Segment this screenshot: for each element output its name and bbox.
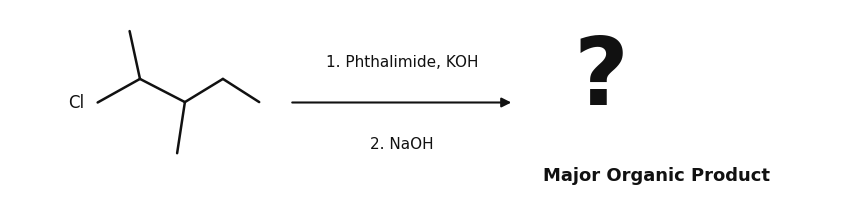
Text: Cl: Cl xyxy=(68,94,85,112)
Text: Major Organic Product: Major Organic Product xyxy=(543,166,770,184)
Text: 1. Phthalimide, KOH: 1. Phthalimide, KOH xyxy=(326,54,478,69)
Text: 2. NaOH: 2. NaOH xyxy=(370,137,434,152)
Text: ?: ? xyxy=(573,33,628,124)
